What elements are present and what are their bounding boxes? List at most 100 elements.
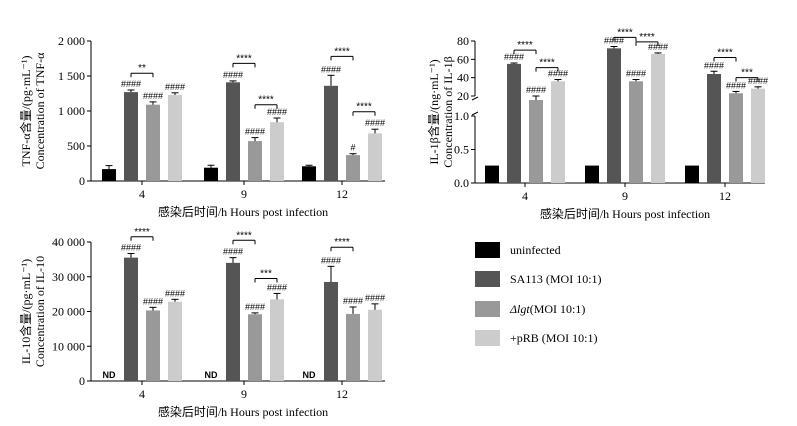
legend-label-moi: (MOI 10:1): [530, 302, 586, 316]
bar-dlgt: [729, 93, 743, 183]
significance-stars: ****: [356, 102, 372, 113]
significance-stars: ****: [236, 53, 252, 64]
significance-hash-label: ####: [143, 296, 163, 306]
y-tick-label: 10 000: [52, 339, 85, 353]
axis-break-mark: [471, 111, 479, 116]
x-tick-label: 9: [241, 387, 247, 401]
not-detected-label: ND: [303, 370, 316, 380]
y-axis-label: IL-1β含量/(ng·mL⁻¹)Concentration of IL-1β: [426, 56, 455, 167]
y-axis-label-line: Concentration of TNF-α: [33, 52, 47, 169]
bar-prb: [270, 122, 284, 181]
significance-hash-label: ####: [504, 52, 524, 62]
significance-hash-label: ####: [245, 127, 265, 137]
significance-hash-label: ####: [526, 85, 546, 95]
il-10-chart: 0 10 000 20 000 30 000 40 000 4 9 12 感染后时间/h Hou…: [18, 227, 385, 419]
significance-hash-label: ####: [626, 69, 646, 79]
significance-hash-label: ####: [321, 255, 341, 265]
significance-stars: ****: [517, 40, 533, 51]
x-tick-label: 4: [139, 187, 145, 201]
legend-label-prb: +pRB (MOI 10:1): [510, 331, 597, 345]
significance-hash-label: ####: [223, 70, 243, 80]
bar-uninfected: [302, 166, 316, 181]
y-tick-label: 60: [457, 52, 469, 66]
y-tick-label: 80: [457, 34, 469, 48]
x-tick-label: 4: [522, 189, 528, 203]
bar-prb: [168, 94, 182, 181]
y-tick-label: 40 000: [52, 235, 85, 249]
bar-prb: [368, 309, 382, 381]
bar-prb: [368, 133, 382, 181]
significance-hash-label: ####: [267, 282, 287, 292]
legend-label-uninfected: uninfected: [510, 243, 561, 257]
significance-stars: ****: [258, 95, 274, 106]
significance-stars: ****: [717, 48, 733, 59]
x-tick-label: 9: [241, 187, 247, 201]
significance-hash-label: ####: [548, 69, 568, 79]
significance-hash-label: ####: [121, 242, 141, 252]
significance-hash-label: ####: [245, 302, 265, 312]
bar-sa113: [707, 74, 721, 183]
significance-stars: ****: [639, 32, 655, 43]
significance-stars: ****: [236, 230, 252, 241]
significance-hash-label: ####: [704, 60, 724, 70]
bar-sa113: [607, 48, 621, 184]
y-axis-label: IL-10含量/(pg·mL⁻¹)Concentration of IL-10: [18, 256, 47, 367]
bar-sa113: [226, 82, 240, 181]
significance-stars: ****: [334, 237, 350, 248]
y-tick-label: 30 000: [52, 270, 85, 284]
significance-hash-label: ####: [165, 288, 185, 298]
significance-stars: ****: [539, 58, 555, 69]
not-detected-label: ND: [103, 370, 116, 380]
y-axis-label-line: IL-1β含量/(ng·mL⁻¹): [426, 59, 441, 164]
x-axis-label: 感染后时间/h Hours post infection: [158, 404, 328, 419]
y-tick-label: 0: [79, 174, 85, 188]
x-tick-label: 12: [719, 189, 731, 203]
bar-prb: [168, 301, 182, 381]
significance-hash-label: ####: [121, 79, 141, 89]
bar-uninfected: [585, 165, 599, 183]
y-tick-label: 1 000: [58, 104, 85, 118]
legend-label-strain: Δlgt: [509, 302, 530, 316]
significance-hash-label: ####: [267, 107, 287, 117]
significance-stars: ***: [741, 68, 753, 79]
significance-stars: ****: [334, 46, 350, 57]
bar-dlgt: [146, 310, 160, 381]
significance-hash-label: ####: [365, 118, 385, 128]
legend-label-sa113: SA113 (MOI 10:1): [510, 272, 602, 286]
significance-hash-label: ####: [726, 80, 746, 90]
significance-hash-label: ####: [223, 247, 243, 257]
legend: uninfected SA113 (MOI 10:1) Δlgt(MOI 10:1)…: [475, 242, 602, 346]
bar-sa113: [324, 85, 338, 181]
bar-prb: [751, 88, 765, 183]
x-axis-label: 感染后时间/h Hours post infection: [540, 206, 710, 221]
legend-swatch-uninfected: [475, 242, 500, 258]
legend-swatch-sa113: [475, 271, 500, 287]
y-axis-label-line: TNF-α含量/(pg·mL⁻¹): [18, 56, 33, 167]
bar-dlgt: [248, 314, 262, 381]
bar-dlgt: [346, 155, 360, 181]
significance-stars: ****: [617, 27, 633, 38]
x-tick-label: 9: [622, 189, 628, 203]
x-tick-label: 12: [336, 187, 348, 201]
x-tick-label: 12: [336, 387, 348, 401]
bar-dlgt: [629, 81, 643, 183]
bar-prb: [651, 53, 665, 184]
significance-hash-label: ####: [165, 82, 185, 92]
bar-dlgt: [248, 141, 262, 181]
bar-prb: [270, 299, 284, 381]
y-tick-label: 500: [67, 139, 85, 153]
bar-dlgt: [146, 104, 160, 181]
y-tick-label: 1.0: [454, 109, 469, 123]
bar-dlgt: [529, 100, 543, 183]
bar-uninfected: [685, 165, 699, 183]
il-1-beta-chart: 0.0 0.5 1.0 20 40 60 80 4 9 12 感染后时间/h Hours post …: [426, 27, 768, 221]
y-tick-label: 20: [457, 89, 469, 103]
significance-stars: ***: [260, 268, 272, 279]
not-detected-label: ND: [205, 370, 218, 380]
legend-swatch-prb: [475, 330, 500, 346]
significance-hash-label: ####: [648, 42, 668, 52]
y-tick-label: 2 000: [58, 34, 85, 48]
bar-uninfected: [485, 165, 499, 183]
y-tick-label: 40: [457, 71, 469, 85]
